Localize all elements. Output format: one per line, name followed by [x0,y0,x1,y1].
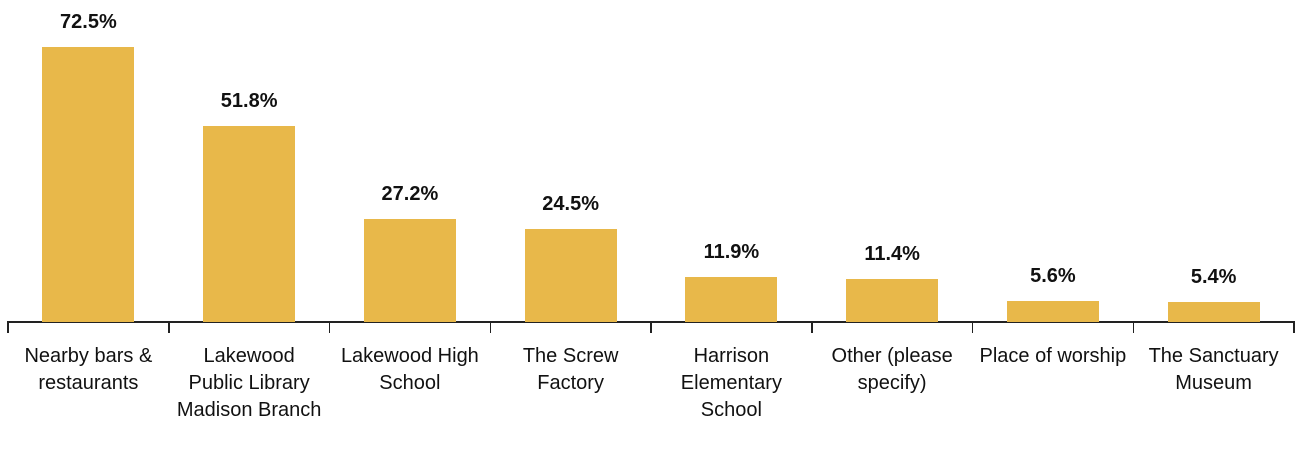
x-tick-label: Nearby bars & restaurants [24,345,153,394]
x-tick-label: The Screw Factory [522,345,619,394]
x-tick [168,321,170,333]
x-tick [1132,321,1134,333]
x-tick [1293,321,1295,333]
data-label: 51.8% [220,89,278,112]
data-label: 11.4% [864,242,920,265]
data-label: 11.9% [703,240,760,263]
data-label: 72.5% [60,11,117,33]
bar [685,276,778,322]
x-tick-label: Place of worship [979,345,1127,367]
x-tick [7,321,9,333]
bar [1006,300,1099,322]
x-tick [811,321,813,333]
x-tick-label: The Sanctuary Museum [1148,345,1279,394]
data-label: 5.6% [1030,264,1076,287]
x-tick-label: Other (please specify) [831,345,953,394]
x-tick-label: Harrison Elementary School [680,345,782,421]
data-label: 27.2% [381,182,439,205]
x-tick-label: Lakewood High School [340,345,479,394]
x-tick [971,321,974,333]
x-tick [489,321,491,333]
bar [363,218,456,322]
x-tick-label: Lakewood Public Library Madison Branch [176,345,322,421]
bar [524,229,617,322]
bar [846,278,939,322]
x-tick [650,321,652,333]
bar [1167,301,1260,322]
data-label: 5.4% [1190,265,1237,288]
x-tick [328,321,331,333]
bar [203,125,296,322]
data-label: 24.5% [542,193,599,216]
bar [42,47,135,322]
